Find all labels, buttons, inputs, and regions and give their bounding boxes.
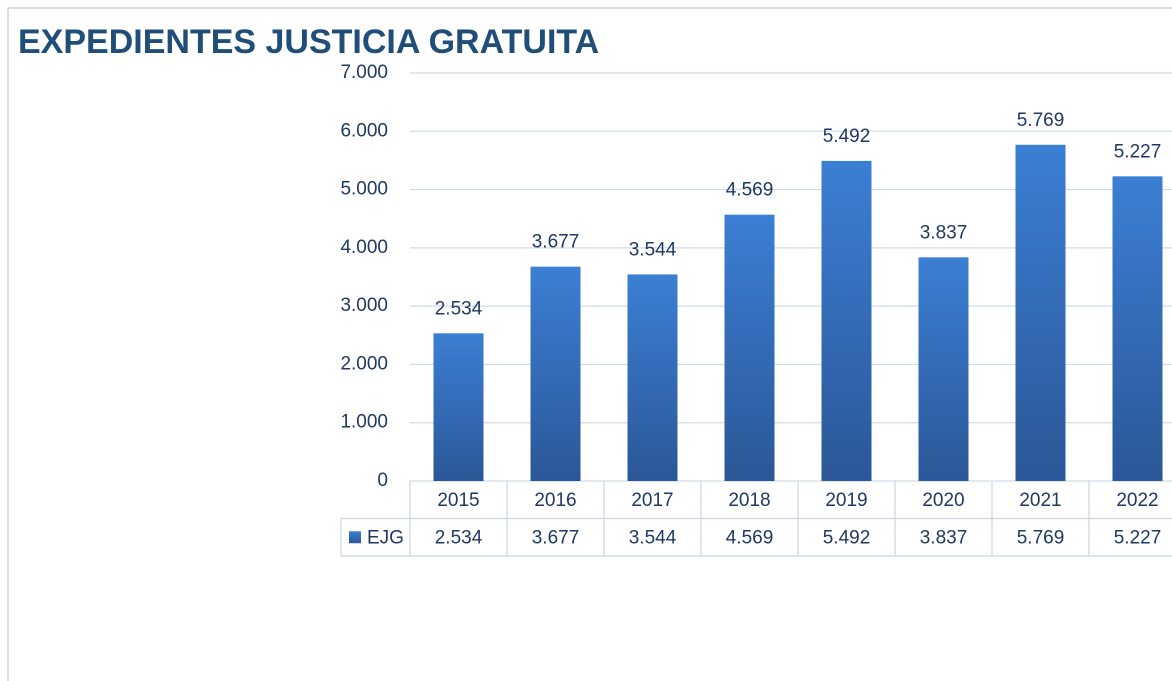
data-label: 5.492: [823, 126, 871, 147]
bar: [918, 257, 969, 481]
y-tick-label: 4.000: [340, 237, 388, 258]
x-tick-label: 2017: [631, 490, 673, 511]
data-label: 3.544: [629, 239, 677, 260]
legend-label: EJG: [367, 527, 404, 548]
table-cell: 5.227: [1114, 527, 1162, 548]
table-cell: 3.677: [532, 527, 580, 548]
y-tick-label: 6.000: [340, 120, 388, 141]
chart-frame: [7, 7, 1172, 681]
y-tick-label: 1.000: [340, 412, 388, 433]
chart-title: EXPEDIENTES JUSTICIA GRATUITA: [18, 23, 599, 61]
data-label: 3.677: [532, 232, 580, 253]
bar: [724, 214, 775, 481]
table-cell: 3.544: [629, 527, 677, 548]
data-label: 4.569: [726, 180, 774, 201]
x-tick-label: 2015: [437, 490, 479, 511]
bar: [627, 274, 678, 481]
x-tick-label: 2019: [825, 490, 867, 511]
table-cell: 4.569: [726, 527, 774, 548]
data-label: 5.227: [1114, 141, 1162, 162]
x-tick-label: 2020: [922, 490, 964, 511]
legend-swatch: [349, 531, 361, 544]
bar: [821, 160, 872, 482]
bar: [1112, 176, 1163, 481]
y-tick-label: 0: [377, 470, 388, 491]
data-label: 2.534: [435, 298, 483, 319]
table-cell: 5.769: [1017, 527, 1065, 548]
y-tick-label: 2.000: [340, 353, 388, 374]
data-label: 3.837: [920, 222, 968, 243]
bar: [530, 266, 581, 481]
x-tick-label: 2016: [534, 490, 576, 511]
x-tick-label: 2018: [728, 490, 770, 511]
table-cell: 3.837: [920, 527, 968, 548]
bar: [1015, 144, 1066, 482]
y-tick-label: 5.000: [340, 179, 388, 200]
table-cell: 5.492: [823, 527, 871, 548]
table-cell: 2.534: [435, 527, 483, 548]
y-tick-label: 3.000: [340, 295, 388, 316]
y-tick-label: 7.000: [340, 62, 388, 83]
bar: [433, 333, 484, 481]
x-tick-label: 2021: [1019, 490, 1061, 511]
x-tick-label: 2022: [1116, 490, 1158, 511]
data-label: 5.769: [1017, 110, 1065, 131]
